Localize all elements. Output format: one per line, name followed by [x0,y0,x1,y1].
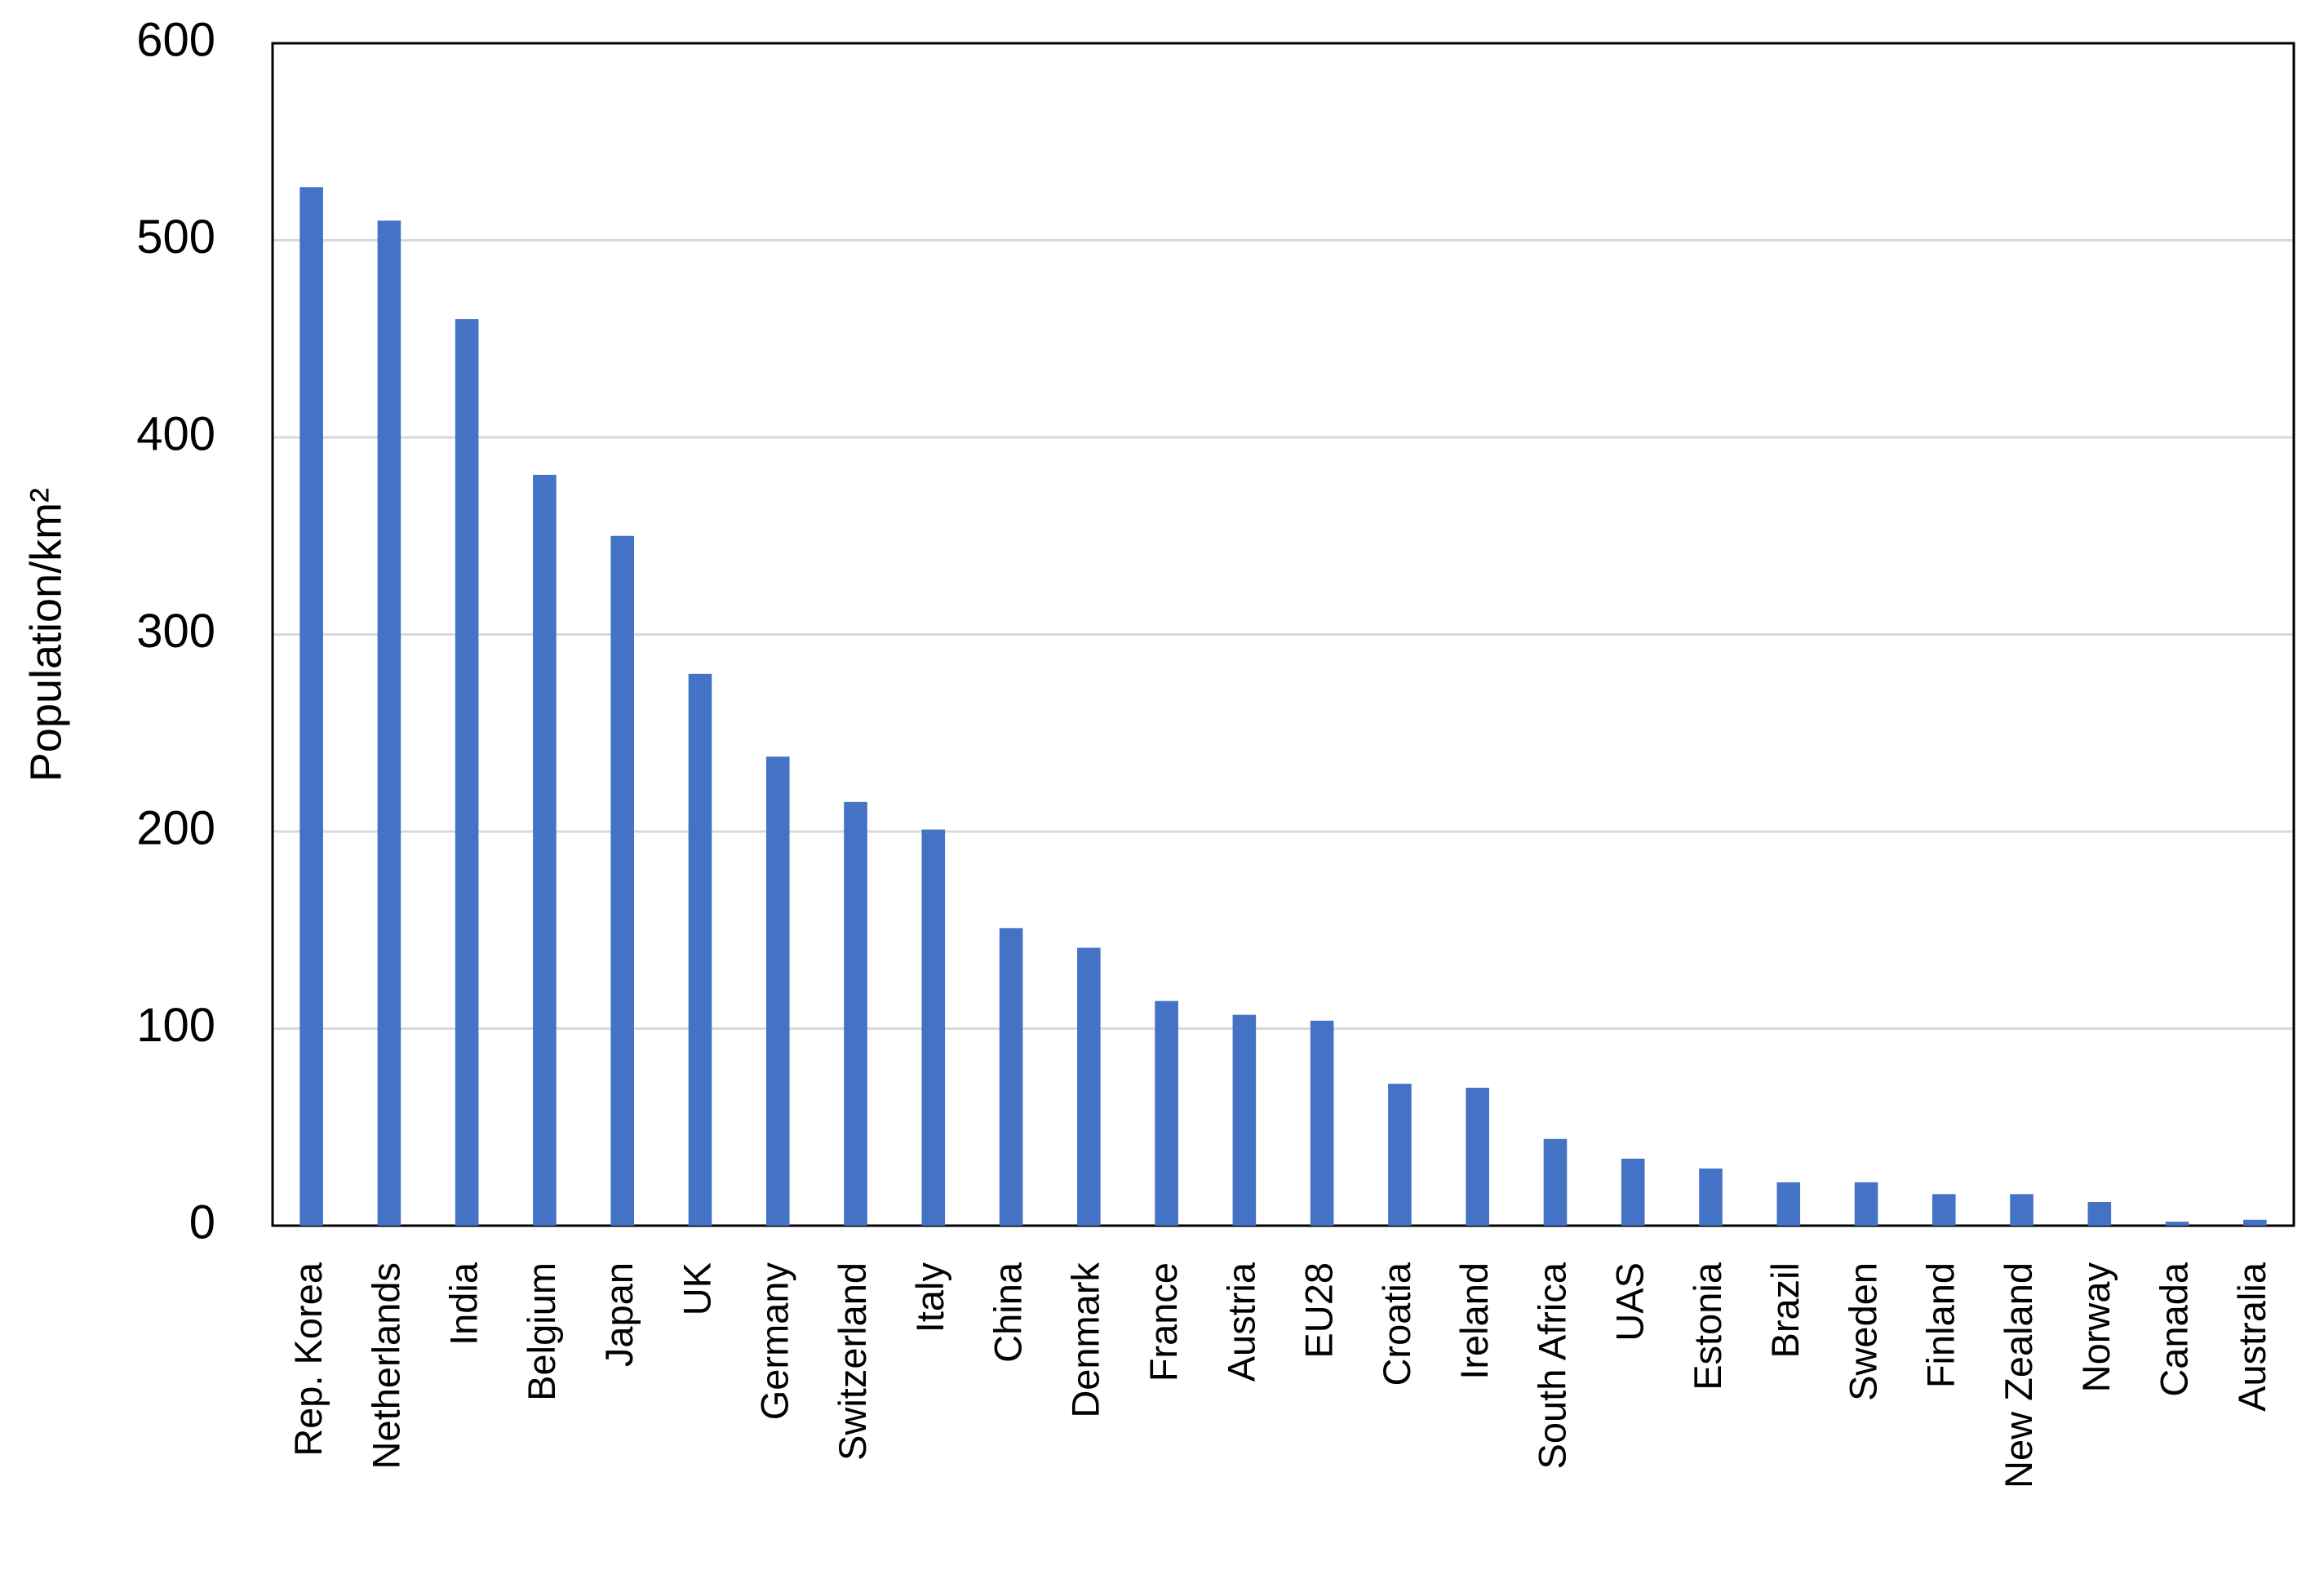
x-tick-label: New Zealand [1997,1262,2040,1488]
bar [533,474,557,1226]
y-tick-label: 500 [136,211,215,264]
x-tick-label: Germany [753,1262,796,1421]
bar [1931,1194,1956,1226]
x-tick-label: Norway [2074,1262,2118,1393]
bar [2165,1222,2189,1226]
y-tick-label: 0 [189,1195,215,1249]
bar [688,673,712,1226]
x-tick-label: South Africa [1530,1262,1573,1469]
bar [2010,1194,2034,1226]
y-tick-label: 400 [136,407,215,460]
x-tick-label: Denmark [1064,1262,1107,1418]
y-axis-label: Population/km² [21,488,70,782]
bar [1232,1014,1257,1226]
bar [610,535,635,1226]
y-tick-label: 200 [136,801,215,854]
x-tick-label: UAS [1608,1262,1652,1342]
x-tick-label: Sweden [1841,1262,1884,1401]
bar [1776,1182,1801,1226]
x-tick-label: EU28 [1297,1262,1341,1359]
x-tick-label: Australia [2230,1262,2273,1412]
y-tick-label: 300 [136,605,215,658]
bar [299,187,323,1226]
x-tick-label: Finland [1919,1262,1963,1388]
bar [765,756,790,1226]
x-tick-label: Ireland [1452,1262,1496,1380]
x-tick-label: Belgium [520,1262,563,1401]
bar [1621,1158,1645,1226]
bar [1155,1000,1178,1226]
x-tick-label: France [1142,1262,1185,1382]
x-tick-label: Estonia [1686,1262,1729,1390]
bar [921,829,946,1226]
x-tick-label: Brazil [1763,1262,1807,1359]
bar [455,319,479,1226]
y-tick-label: 600 [136,13,215,66]
bar [1077,947,1101,1226]
bar [1466,1087,1489,1226]
x-tick-label: Rep. Korea [286,1262,330,1457]
bar [2087,1202,2112,1226]
bar [1543,1138,1568,1226]
bar [1699,1168,1723,1226]
bar [844,801,867,1226]
x-tick-label: Canada [2153,1262,2196,1396]
x-tick-label: Austria [1219,1262,1262,1382]
y-tick-label: 100 [136,999,215,1052]
x-tick-label: Croatia [1375,1262,1418,1386]
x-tick-label: Switzerland [831,1262,874,1461]
x-tick-label: Netherlands [364,1262,407,1469]
bar [2243,1219,2267,1226]
x-tick-label: Italy [908,1262,951,1333]
bar [1388,1084,1412,1226]
bar [377,220,401,1226]
x-tick-label: UK [675,1262,718,1315]
x-tick-label: India [442,1262,486,1346]
bar [1854,1182,1878,1226]
plot-frame [271,42,2295,1227]
bar [999,928,1023,1226]
bar [1310,1020,1334,1226]
x-tick-label: Japan [597,1262,641,1367]
x-tick-label: China [986,1262,1029,1363]
